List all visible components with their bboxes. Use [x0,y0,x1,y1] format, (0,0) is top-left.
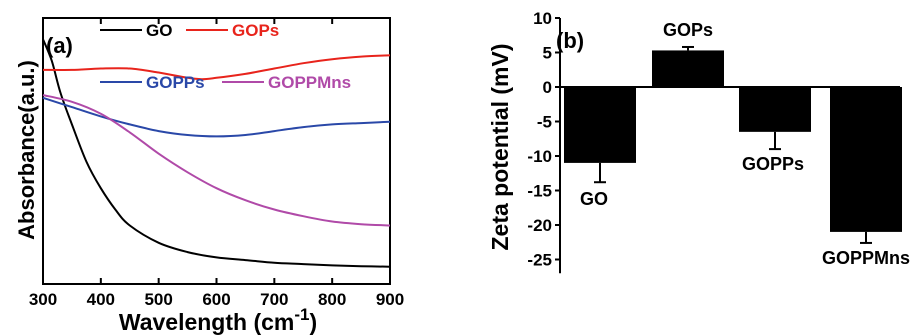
legend-label-gops: GOPs [232,21,279,40]
bar-label-goppmns: GOPPMns [822,248,910,268]
panel-a-lines [42,38,391,268]
legend-label-gopps: GOPPs [146,73,205,92]
panel-a-label: (a) [46,33,73,58]
bar-gops [652,50,724,87]
panel-a-absorbance-chart: (a) 300 400 500 600 700 800 900 GO GOPs GOPPs GOP… [14,17,404,335]
series-line-gops [42,54,391,81]
series-line-go [42,38,391,268]
x-axis-label-close: ) [309,309,317,335]
y-tick-label: 5 [543,44,552,63]
x-axis-label-superscript: -1 [294,305,309,324]
y-tick-label: -20 [527,216,552,235]
panel-a-x-ticks: 300 400 500 600 700 800 900 [29,18,404,309]
panel-b-y-axis-label: Zeta potential (mV) [487,43,513,250]
x-tick-label: 500 [144,290,172,309]
legend-label-go: GO [146,21,172,40]
legend-label-goppmns: GOPPMns [268,73,351,92]
y-tick-label: 0 [543,78,552,97]
panel-a-x-axis-label: Wavelength (cm-1) [119,305,317,335]
panel-b-bars: GO GOPs GOPPs GOPPMns [564,20,910,268]
panel-a-y-axis-label: Absorbance(a.u.) [14,60,39,240]
series-line-gopps [42,96,391,138]
x-tick-label: 400 [87,290,115,309]
bar-label-go: GO [580,189,608,209]
bar-label-gopps: GOPPs [742,154,804,174]
x-tick-label: 600 [202,290,230,309]
y-tick-label: -5 [537,113,552,132]
y-tick-label: 10 [533,9,552,28]
y-tick-label: -15 [527,182,552,201]
x-axis-label-main: Wavelength (cm [119,309,295,335]
bar-goppmns [830,87,902,232]
panel-a-legend: GO GOPs GOPPs GOPPMns [100,21,351,92]
x-tick-label: 700 [260,290,288,309]
y-tick-label: -25 [527,251,552,270]
bar-gopps [739,87,811,132]
x-tick-label: 300 [29,290,57,309]
x-tick-label: 800 [318,290,346,309]
y-tick-label: -10 [527,147,552,166]
series-line-goppmns [42,94,391,227]
bar-go [564,87,636,163]
x-tick-label: 900 [376,290,404,309]
bar-label-gops: GOPs [663,20,713,40]
